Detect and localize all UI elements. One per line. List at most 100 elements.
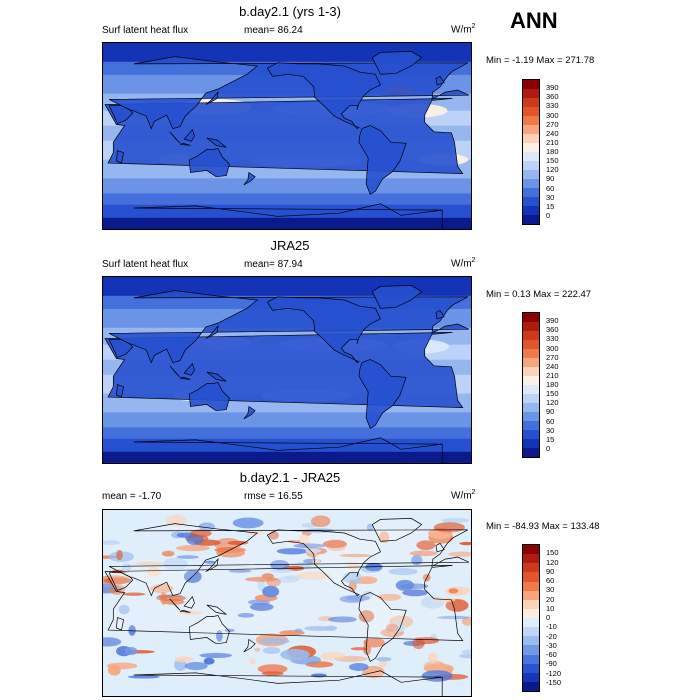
colorbar-segment <box>523 599 539 609</box>
colorbar-segment <box>523 80 539 89</box>
colorbar-tick-label: 180 <box>546 380 559 389</box>
colorbar-segment <box>523 663 539 673</box>
colorbar-segment <box>523 430 539 439</box>
colorbar-tick-label: 15 <box>546 434 555 444</box>
colorbar-tick-label: 330 <box>546 334 559 344</box>
colorbar-tick-label: 60 <box>546 183 555 193</box>
panel3-minmax: Min = -84.93 Max = 133.48 <box>486 521 600 532</box>
panel3-map <box>102 509 472 697</box>
colorbar-segment <box>523 672 539 682</box>
colorbar-segment <box>523 608 539 618</box>
colorbar-tick-label: 240 <box>546 361 559 371</box>
colorbar-segment <box>523 581 539 591</box>
colorbar-tick-label: 90 <box>546 174 555 184</box>
colorbar-segment <box>523 572 539 582</box>
colorbar-segment <box>523 331 539 340</box>
colorbar-segment <box>523 143 539 152</box>
panel3-rmse-label: rmse = 16.55 <box>244 491 303 502</box>
colorbar-segment <box>523 385 539 394</box>
colorbar-tick-label: -60 <box>546 650 557 659</box>
colorbar-segment <box>523 618 539 628</box>
colorbar-tick-label: 0 <box>546 443 551 453</box>
colorbar-tick-label: 390 <box>546 83 559 93</box>
colorbar-segment <box>523 439 539 448</box>
colorbar-segment <box>523 627 539 637</box>
colorbar-segment <box>523 89 539 98</box>
colorbar-tick-label: 120 <box>546 557 559 567</box>
colorbar-segment <box>523 322 539 331</box>
colorbar-segment <box>523 161 539 170</box>
colorbar-tick-label: 180 <box>546 147 559 156</box>
panel2-colorbar <box>522 312 540 458</box>
colorbar-tick-label: 270 <box>546 352 559 362</box>
colorbar-tick-label: 30 <box>546 585 555 595</box>
colorbar-tick-label: -120 <box>546 668 562 678</box>
colorbar-segment <box>523 376 539 385</box>
colorbar-tick-label: 150 <box>546 156 559 166</box>
colorbar-tick-label: -30 <box>546 640 557 650</box>
colorbar-segment <box>523 403 539 412</box>
colorbar-tick-label: 150 <box>546 389 559 399</box>
panel3-colorbar <box>522 544 540 692</box>
colorbar-tick-label: 210 <box>546 370 559 380</box>
colorbar-tick-label: -90 <box>546 659 557 669</box>
colorbar-segment <box>523 152 539 161</box>
colorbar-tick-label: 20 <box>546 594 555 604</box>
colorbar-tick-label: 270 <box>546 119 559 129</box>
colorbar-tick-label: 120 <box>546 165 559 175</box>
colorbar-tick-label: 120 <box>546 398 559 408</box>
colorbar-tick-label: 60 <box>546 416 555 426</box>
map-field <box>103 277 471 463</box>
colorbar-tick-label: 90 <box>546 566 555 576</box>
colorbar-segment <box>523 681 539 691</box>
map-field <box>103 510 471 696</box>
colorbar-segment <box>523 394 539 403</box>
colorbar-segment <box>523 349 539 358</box>
colorbar-segment <box>523 545 539 555</box>
panel2-minmax: Min = 0.13 Max = 222.47 <box>486 289 592 300</box>
colorbar-segment <box>523 340 539 349</box>
colorbar-segment <box>523 215 539 224</box>
colorbar-segment <box>523 116 539 125</box>
colorbar-tick-label: 60 <box>546 576 555 585</box>
colorbar-tick-label: 330 <box>546 101 559 111</box>
panel2-map <box>102 276 472 464</box>
panel1-variable-label: Surf latent heat flux <box>102 25 189 36</box>
panel1-minmax: Min = -1.19 Max = 271.78 <box>486 55 595 66</box>
panel3-title: b.day2.1 - JRA25 <box>239 470 341 485</box>
colorbar-segment <box>523 554 539 564</box>
colorbar-segment <box>523 412 539 421</box>
colorbar-segment <box>523 313 539 322</box>
colorbar-tick-label: 15 <box>546 201 555 211</box>
panel1-units: W/m2 <box>451 23 476 36</box>
panel1-colorbar <box>522 79 540 225</box>
colorbar-segment <box>523 645 539 655</box>
panel1-map <box>102 42 472 230</box>
colorbar-segment <box>523 206 539 215</box>
season-label: ANN <box>510 8 558 33</box>
colorbar-segment <box>523 448 539 457</box>
panel2-units: W/m2 <box>451 257 476 270</box>
panel1-title: b.day2.1 (yrs 1-3) <box>239 4 341 19</box>
colorbar-segment <box>523 197 539 206</box>
colorbar-tick-label: 0 <box>546 210 551 220</box>
colorbar-segment <box>523 98 539 107</box>
colorbar-tick-label: 90 <box>546 407 555 417</box>
colorbar-segment <box>523 134 539 143</box>
colorbar-tick-label: 0 <box>546 613 551 622</box>
colorbar-tick-label: -20 <box>546 631 557 641</box>
colorbar-segment <box>523 179 539 188</box>
colorbar-tick-label: 300 <box>546 343 559 353</box>
colorbar-tick-label: 360 <box>546 92 559 102</box>
map-field <box>103 43 471 229</box>
colorbar-tick-label: -150 <box>546 677 562 687</box>
colorbar-tick-label: 210 <box>546 137 559 147</box>
colorbar-segment <box>523 654 539 664</box>
colorbar-segment <box>523 421 539 430</box>
panel1-mean-label: mean= 86.24 <box>244 25 303 36</box>
colorbar-tick-label: 30 <box>546 192 555 202</box>
colorbar-tick-label: 240 <box>546 128 559 138</box>
colorbar-tick-label: 390 <box>546 316 559 326</box>
colorbar-segment <box>523 170 539 179</box>
colorbar-tick-label: 360 <box>546 325 559 335</box>
